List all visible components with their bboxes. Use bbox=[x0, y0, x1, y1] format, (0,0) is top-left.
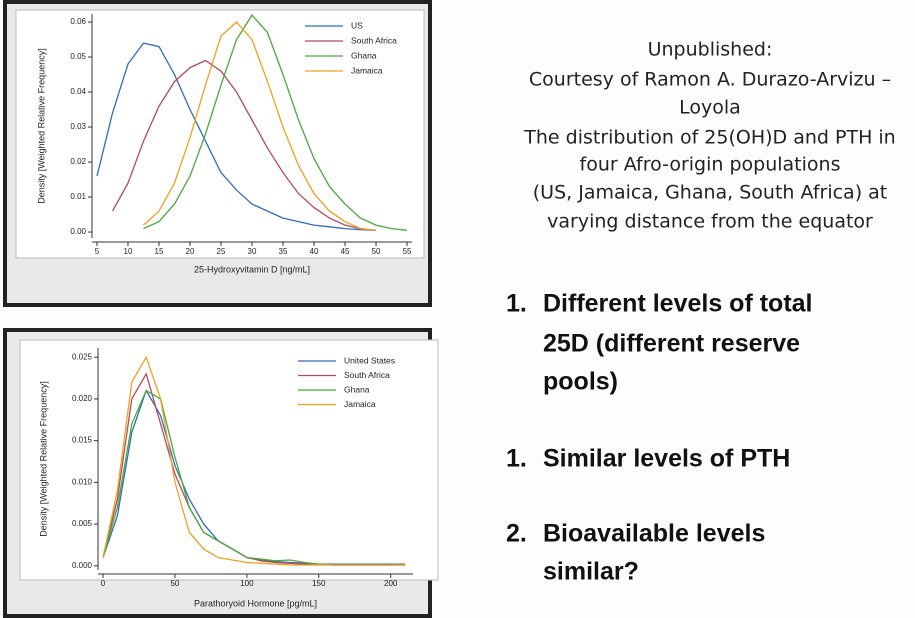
y-tick-label: 0.020 bbox=[72, 394, 93, 403]
x-axis-title: 25-Hydroxyvitamin D [ng/mL] bbox=[194, 264, 310, 274]
x-tick-label: 35 bbox=[279, 247, 288, 256]
point-text: Bioavailable levels bbox=[543, 520, 765, 548]
note-line: Loyola bbox=[679, 97, 741, 119]
legend-label: Jamaica bbox=[351, 65, 383, 75]
y-tick-label: 0.05 bbox=[70, 52, 86, 61]
legend-label: Ghana bbox=[351, 50, 377, 60]
plot-background bbox=[19, 339, 439, 581]
plot-background bbox=[15, 9, 425, 259]
series-line bbox=[143, 14, 408, 231]
y-axis-title: Density [Weighted Relative Frequency] bbox=[38, 381, 48, 536]
x-tick-label: 5 bbox=[95, 247, 100, 256]
y-tick-label: 0.00 bbox=[70, 227, 86, 236]
legend-label: Jamaica bbox=[344, 399, 376, 409]
y-tick-label: 0.000 bbox=[72, 561, 93, 570]
y-tick-label: 0.010 bbox=[72, 477, 93, 486]
point-text: pools) bbox=[543, 368, 618, 396]
point-text: Similar levels of PTH bbox=[543, 445, 790, 473]
x-tick-label: 25 bbox=[217, 247, 226, 256]
point-number: 1. bbox=[506, 445, 527, 473]
point-text: similar? bbox=[543, 558, 639, 586]
point-number: 2. bbox=[506, 520, 527, 548]
x-tick-label: 55 bbox=[403, 247, 412, 256]
x-tick-label: 100 bbox=[240, 579, 254, 588]
x-axis-title: Parathoryoid Hormone [pg/mL] bbox=[194, 598, 317, 608]
y-tick-label: 0.01 bbox=[70, 192, 86, 201]
note-line: Unpublished: bbox=[648, 39, 773, 61]
series-line bbox=[143, 21, 377, 231]
x-tick-label: 0 bbox=[101, 579, 106, 588]
x-tick-label: 10 bbox=[124, 247, 133, 256]
legend-label: South Africa bbox=[344, 370, 390, 380]
y-axis-title: Density [Weighted Relative Frequency] bbox=[36, 48, 46, 203]
x-tick-label: 40 bbox=[310, 247, 319, 256]
x-tick-label: 15 bbox=[155, 247, 164, 256]
point-text: Different levels of total bbox=[543, 290, 813, 318]
x-tick-label: 150 bbox=[312, 579, 326, 588]
x-tick-label: 20 bbox=[186, 247, 195, 256]
x-tick-label: 200 bbox=[384, 579, 398, 588]
x-tick-label: 30 bbox=[248, 247, 257, 256]
note-line: (US, Jamaica, Ghana, South Africa) at bbox=[533, 182, 887, 204]
series-line bbox=[96, 42, 377, 231]
y-tick-label: 0.06 bbox=[70, 17, 86, 26]
note-line: varying distance from the equator bbox=[547, 211, 873, 233]
point-text: 25D (different reserve bbox=[543, 330, 800, 358]
series-line bbox=[111, 59, 377, 231]
y-tick-label: 0.005 bbox=[72, 519, 93, 528]
legend-label: United States bbox=[344, 355, 395, 365]
y-tick-label: 0.025 bbox=[72, 352, 93, 361]
legend-label: Ghana bbox=[344, 384, 370, 394]
point-number: 1. bbox=[506, 290, 527, 318]
x-tick-label: 50 bbox=[372, 247, 381, 256]
x-tick-label: 45 bbox=[341, 247, 350, 256]
legend-label: US bbox=[351, 20, 363, 30]
series-line bbox=[102, 355, 406, 566]
y-tick-label: 0.015 bbox=[72, 436, 93, 445]
note-line: Courtesy of Ramon A. Durazo-Arvizu – bbox=[529, 69, 891, 91]
note-line: four Afro-origin populations bbox=[580, 154, 841, 176]
y-tick-label: 0.03 bbox=[70, 122, 86, 131]
note-line: The distribution of 25(OH)D and PTH in bbox=[523, 127, 895, 149]
y-tick-label: 0.02 bbox=[70, 157, 86, 166]
x-tick-label: 50 bbox=[170, 579, 179, 588]
y-tick-label: 0.04 bbox=[70, 87, 86, 96]
legend-label: South Africa bbox=[351, 35, 397, 45]
